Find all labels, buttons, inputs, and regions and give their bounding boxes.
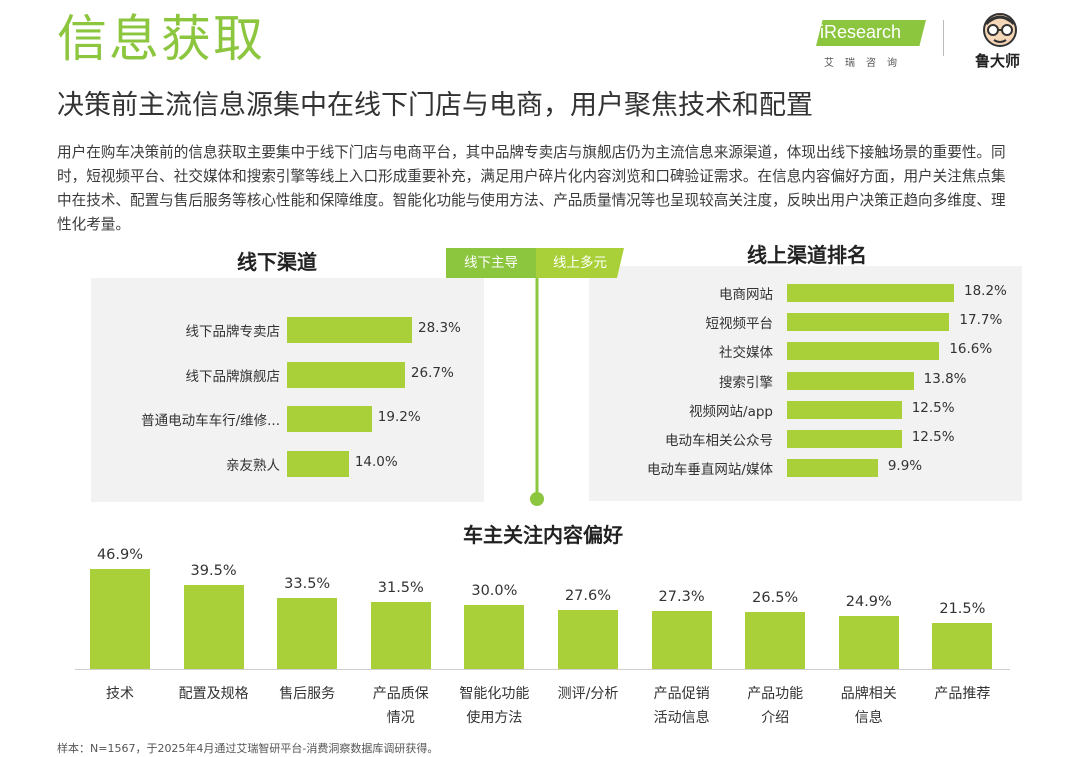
offline-bar bbox=[287, 451, 349, 477]
ludashi-logo: 鲁大师 bbox=[970, 10, 1030, 70]
preference-category-line: 产品推荐 bbox=[912, 682, 1012, 706]
preference-chart-baseline bbox=[75, 669, 1010, 670]
preference-bar bbox=[90, 569, 150, 669]
preference-category-line: 活动信息 bbox=[632, 706, 732, 730]
preference-chart-title: 车主关注内容偏好 bbox=[463, 519, 623, 548]
preference-category-label: 产品推荐 bbox=[912, 682, 1012, 706]
online-bar-value: 12.5% bbox=[912, 400, 955, 416]
offline-bar-value: 14.0% bbox=[355, 454, 398, 470]
preference-category-label: 测评/分析 bbox=[538, 682, 638, 706]
offline-bar-value: 19.2% bbox=[378, 409, 421, 425]
online-bar-label: 社交媒体 bbox=[719, 341, 773, 361]
preference-bar-value: 24.9% bbox=[829, 594, 909, 610]
online-bar bbox=[787, 372, 914, 390]
preference-category-line: 智能化功能 bbox=[444, 682, 544, 706]
connector-dot bbox=[530, 492, 544, 506]
online-bar bbox=[787, 284, 954, 302]
preference-category-line: 产品功能 bbox=[725, 682, 825, 706]
preference-bar bbox=[932, 623, 992, 669]
preference-bar-value: 26.5% bbox=[735, 590, 815, 606]
preference-bar bbox=[839, 616, 899, 669]
offline-bar bbox=[287, 362, 405, 388]
page-title: 信息获取 bbox=[57, 14, 265, 64]
offline-bar-label: 线下品牌专卖店 bbox=[186, 320, 281, 340]
online-bar-label: 电动车垂直网站/媒体 bbox=[647, 458, 773, 478]
preference-bar bbox=[745, 612, 805, 669]
online-bar bbox=[787, 401, 902, 419]
preference-bar-value: 30.0% bbox=[454, 583, 534, 599]
preference-category-label: 产品促销 活动信息 bbox=[632, 682, 732, 730]
preference-category-line: 产品促销 bbox=[632, 682, 732, 706]
online-bar bbox=[787, 342, 939, 360]
online-bar-label: 视频网站/app bbox=[689, 400, 773, 420]
online-bar-label: 电动车相关公众号 bbox=[665, 429, 773, 449]
offline-bar-label: 亲友熟人 bbox=[226, 454, 280, 474]
preference-category-line: 配置及规格 bbox=[164, 682, 264, 706]
preference-category-label: 品牌相关 信息 bbox=[819, 682, 919, 730]
preference-category-line: 售后服务 bbox=[257, 682, 357, 706]
offline-chart-title: 线下渠道 bbox=[237, 246, 317, 275]
offline-bar-label: 普通电动车车行/维修... bbox=[141, 409, 280, 429]
online-bar-value: 18.2% bbox=[964, 283, 1007, 299]
offline-tag: 线下主导 bbox=[446, 248, 536, 278]
preference-bar bbox=[184, 585, 244, 669]
footnote: 样本：N=1567，于2025年4月通过艾瑞智研平台-消费洞察数据库调研获得。 bbox=[57, 740, 438, 756]
tag-connector bbox=[526, 278, 548, 510]
preference-category-label: 产品质保 情况 bbox=[351, 682, 451, 730]
preference-bar-value: 21.5% bbox=[922, 601, 1002, 617]
preference-category-line: 产品质保 bbox=[351, 682, 451, 706]
iresearch-logo-text: iResearch bbox=[820, 22, 901, 43]
iresearch-logo: iResearch 艾瑞咨询 bbox=[816, 14, 928, 70]
online-bar-value: 17.7% bbox=[959, 312, 1002, 328]
page-subtitle: 决策前主流信息源集中在线下门店与电商，用户聚焦技术和配置 bbox=[57, 90, 813, 122]
preference-category-label: 产品功能 介绍 bbox=[725, 682, 825, 730]
online-bar-label: 短视频平台 bbox=[706, 312, 774, 332]
online-tag: 线上多元 bbox=[536, 248, 624, 278]
preference-bar bbox=[652, 611, 712, 669]
preference-bar-value: 27.3% bbox=[642, 589, 722, 605]
preference-category-line: 信息 bbox=[819, 706, 919, 730]
preference-bar bbox=[464, 605, 524, 669]
online-bar-value: 13.8% bbox=[924, 371, 967, 387]
preference-bar bbox=[371, 602, 431, 669]
preference-category-line: 品牌相关 bbox=[819, 682, 919, 706]
offline-bar bbox=[287, 406, 372, 432]
preference-category-line: 测评/分析 bbox=[538, 682, 638, 706]
offline-bar-label: 线下品牌旗舰店 bbox=[186, 365, 281, 385]
preference-category-line: 使用方法 bbox=[444, 706, 544, 730]
preference-bar-value: 33.5% bbox=[267, 576, 347, 592]
preference-category-line: 技术 bbox=[70, 682, 170, 706]
intro-paragraph: 用户在购车决策前的信息获取主要集中于线下门店与电商平台，其中品牌专卖店与旗舰店仍… bbox=[57, 141, 1017, 237]
ludashi-mascot-icon bbox=[970, 10, 1030, 52]
preference-category-label: 智能化功能 使用方法 bbox=[444, 682, 544, 730]
offline-bar-value: 26.7% bbox=[411, 365, 454, 381]
online-bar bbox=[787, 430, 902, 448]
offline-bar-value: 28.3% bbox=[418, 320, 461, 336]
preference-bar bbox=[558, 610, 618, 669]
preference-bar-value: 27.6% bbox=[548, 588, 628, 604]
online-bar-value: 16.6% bbox=[949, 341, 992, 357]
preference-bar-value: 46.9% bbox=[80, 547, 160, 563]
preference-category-line: 情况 bbox=[351, 706, 451, 730]
online-bar bbox=[787, 459, 878, 477]
online-bar-label: 搜索引擎 bbox=[719, 371, 773, 391]
offline-bar bbox=[287, 317, 412, 343]
online-bar bbox=[787, 313, 949, 331]
preference-category-label: 配置及规格 bbox=[164, 682, 264, 706]
preference-category-line: 介绍 bbox=[725, 706, 825, 730]
online-chart-title: 线上渠道排名 bbox=[747, 239, 867, 268]
ludashi-logo-text: 鲁大师 bbox=[975, 50, 1020, 71]
online-bar-value: 12.5% bbox=[912, 429, 955, 445]
preference-category-label: 技术 bbox=[70, 682, 170, 706]
iresearch-logo-cn: 艾瑞咨询 bbox=[824, 54, 908, 69]
preference-bar-value: 31.5% bbox=[361, 580, 441, 596]
logo-divider bbox=[943, 20, 944, 56]
preference-category-label: 售后服务 bbox=[257, 682, 357, 706]
preference-bar bbox=[277, 598, 337, 669]
online-bar-value: 9.9% bbox=[888, 458, 922, 474]
preference-bar-value: 39.5% bbox=[174, 563, 254, 579]
online-bar-label: 电商网站 bbox=[719, 283, 773, 303]
